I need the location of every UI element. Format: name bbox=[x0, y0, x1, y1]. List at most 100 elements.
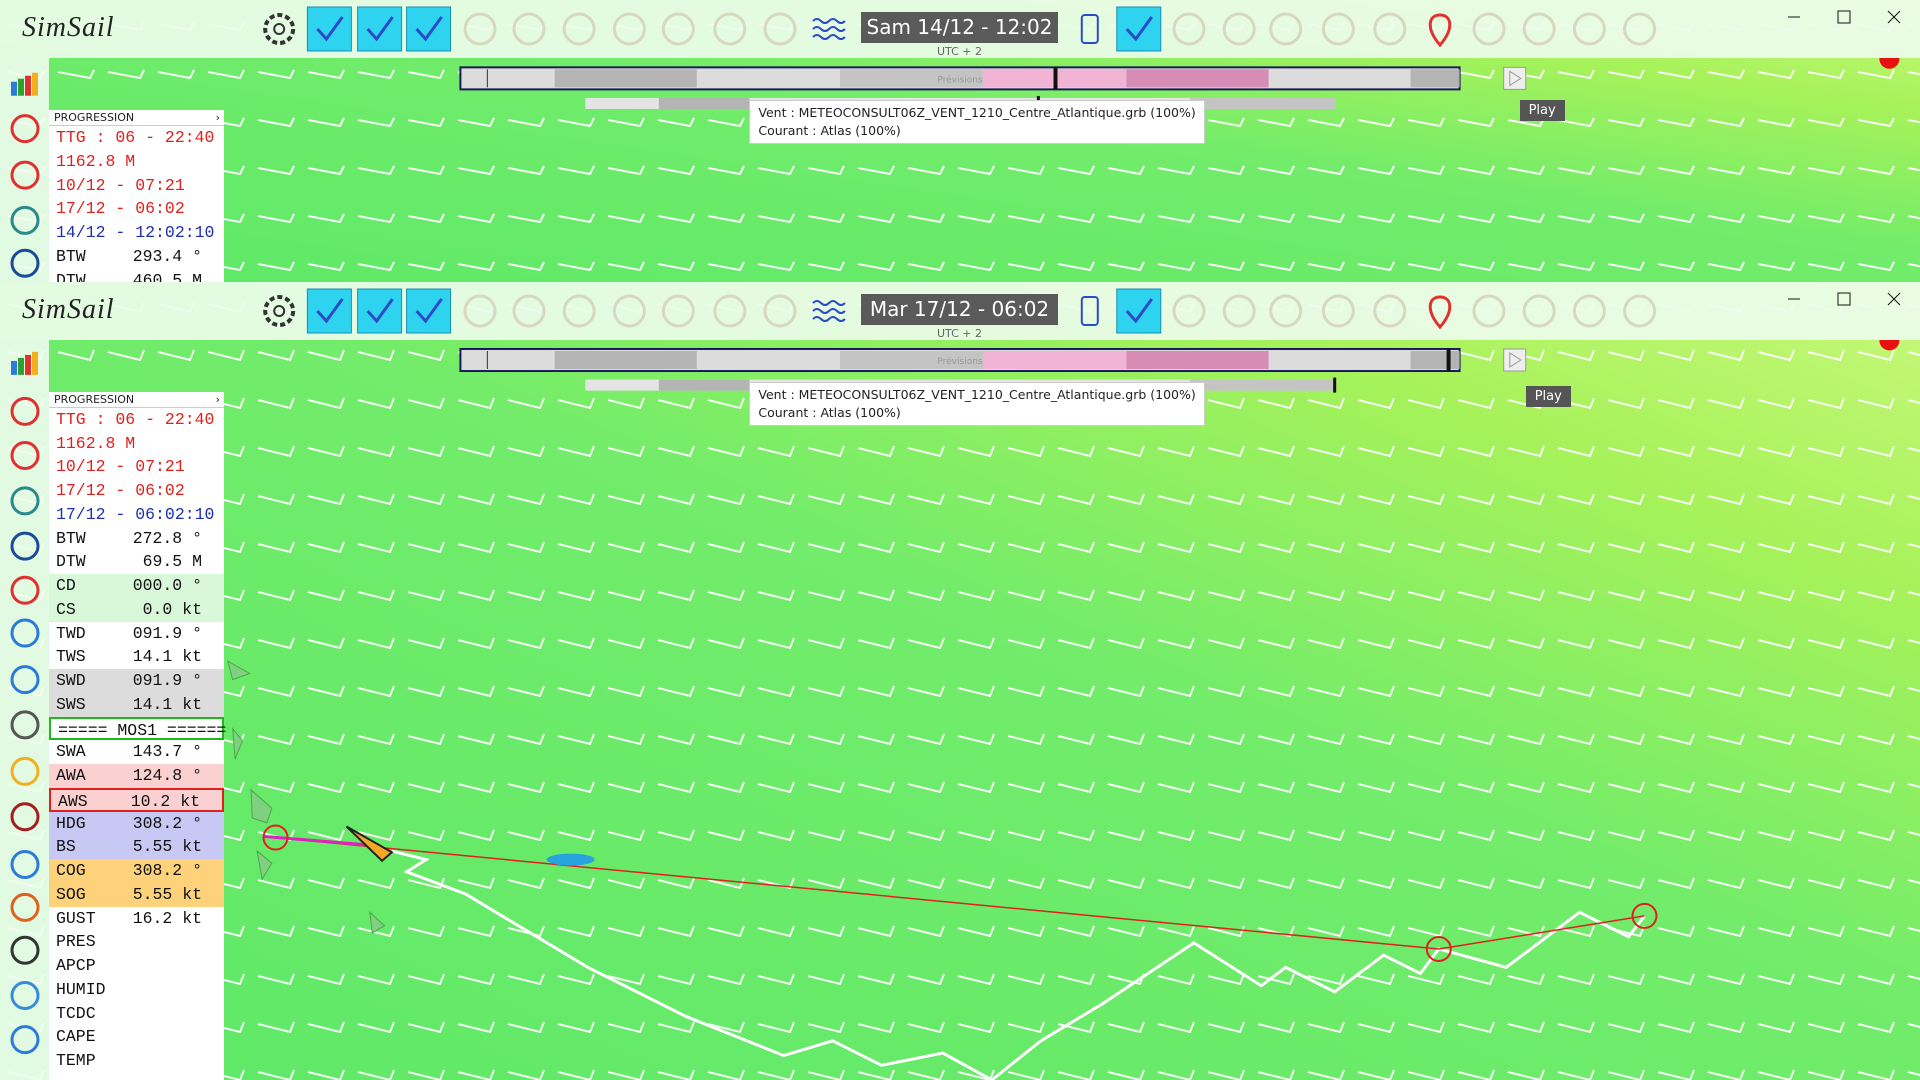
toolbar-button[interactable] bbox=[661, 12, 695, 46]
toolbar-button[interactable] bbox=[1222, 294, 1256, 328]
toolbar-button-active[interactable] bbox=[406, 6, 452, 52]
toolbar-button[interactable] bbox=[1623, 294, 1657, 328]
side-icon[interactable] bbox=[10, 205, 40, 235]
toolbar-button[interactable] bbox=[763, 12, 797, 46]
play-arrow[interactable] bbox=[1503, 66, 1527, 90]
toolbar-button[interactable] bbox=[463, 294, 497, 328]
toolbar-button-active[interactable] bbox=[306, 288, 352, 334]
row-label: TWD bbox=[56, 623, 86, 643]
side-icon[interactable] bbox=[10, 486, 40, 516]
maximize-button[interactable] bbox=[1829, 2, 1859, 32]
row-value: 69.5 M bbox=[142, 552, 202, 572]
toolbar-button[interactable] bbox=[1321, 294, 1355, 328]
toolbar-button-active[interactable] bbox=[1116, 288, 1162, 334]
toolbar-button[interactable] bbox=[1572, 294, 1606, 328]
toolbar-button-active[interactable] bbox=[357, 288, 403, 334]
timeline-cursor[interactable] bbox=[1053, 67, 1058, 90]
minimize-button[interactable] bbox=[1779, 2, 1809, 32]
side-icon[interactable] bbox=[10, 756, 40, 786]
tooltip-line: Courant : Atlas (100%) bbox=[758, 122, 901, 138]
play-button[interactable]: Play bbox=[1525, 385, 1571, 407]
row-label: 17/12 - 06:02:10 bbox=[56, 504, 215, 524]
toolbar-button[interactable] bbox=[562, 294, 596, 328]
toolbar-icon bbox=[415, 298, 443, 324]
toolbar-button[interactable] bbox=[1522, 294, 1556, 328]
close-button[interactable] bbox=[1879, 284, 1909, 314]
row-label: BTW bbox=[56, 246, 86, 266]
side-icon[interactable] bbox=[10, 665, 40, 695]
toolbar-button[interactable] bbox=[463, 12, 497, 46]
toolbar-button[interactable] bbox=[1321, 12, 1355, 46]
date-time: Mar 17/12 - 06:02 bbox=[861, 294, 1058, 325]
app-window: SimSail Sam 14/12 - 12:02 UTC + 2 Prévision… bbox=[0, 0, 1920, 282]
toolbar-button[interactable] bbox=[1623, 12, 1657, 46]
side-icon[interactable] bbox=[10, 531, 40, 561]
chart-icon[interactable] bbox=[32, 351, 38, 375]
side-icon[interactable] bbox=[10, 1025, 40, 1055]
toolbar-button-active[interactable] bbox=[306, 6, 352, 52]
play-button[interactable]: Play bbox=[1519, 100, 1565, 122]
chart-icon[interactable] bbox=[18, 78, 24, 96]
panel-row: 1162.8 M bbox=[49, 432, 224, 456]
side-icon[interactable] bbox=[10, 618, 40, 648]
toolbar-button[interactable] bbox=[1269, 294, 1303, 328]
toolbar-button[interactable] bbox=[562, 12, 596, 46]
toolbar-button[interactable] bbox=[612, 12, 646, 46]
toolbar-button[interactable] bbox=[612, 294, 646, 328]
list-button[interactable] bbox=[1080, 296, 1099, 326]
toolbar-button-active[interactable] bbox=[1116, 6, 1162, 52]
side-icon[interactable] bbox=[10, 160, 40, 190]
toolbar-button[interactable] bbox=[512, 294, 546, 328]
side-icon[interactable] bbox=[10, 248, 40, 278]
side-icon[interactable] bbox=[10, 935, 40, 965]
record-indicator[interactable] bbox=[1879, 58, 1900, 69]
minimize-button[interactable] bbox=[1779, 284, 1809, 314]
settings-button[interactable] bbox=[263, 295, 296, 327]
toolbar-button[interactable] bbox=[1172, 294, 1206, 328]
toolbar-button[interactable] bbox=[1572, 12, 1606, 46]
waypoint-button[interactable] bbox=[1428, 13, 1452, 48]
toolbar-button-active[interactable] bbox=[357, 6, 403, 52]
toolbar-button[interactable] bbox=[713, 12, 747, 46]
chart-icon[interactable] bbox=[32, 72, 38, 96]
record-indicator[interactable] bbox=[1879, 340, 1900, 351]
toolbar-button[interactable] bbox=[1269, 12, 1303, 46]
chart-icon[interactable] bbox=[25, 354, 31, 375]
chart-icon[interactable] bbox=[18, 357, 24, 375]
toolbar-button[interactable] bbox=[1172, 12, 1206, 46]
row-value: 293.4 ° bbox=[132, 246, 202, 266]
side-icon[interactable] bbox=[10, 396, 40, 426]
row-value: 14.1 kt bbox=[132, 647, 202, 667]
waypoint-button[interactable] bbox=[1428, 295, 1452, 330]
toolbar-button-active[interactable] bbox=[406, 288, 452, 334]
side-icon[interactable] bbox=[10, 892, 40, 922]
toolbar-button[interactable] bbox=[1373, 294, 1407, 328]
toolbar-button[interactable] bbox=[1222, 12, 1256, 46]
settings-button[interactable] bbox=[263, 13, 296, 45]
side-icon[interactable] bbox=[10, 802, 40, 832]
side-icon[interactable] bbox=[10, 575, 40, 605]
toolbar-button[interactable] bbox=[1472, 12, 1506, 46]
side-icon[interactable] bbox=[10, 710, 40, 740]
side-icon[interactable] bbox=[10, 441, 40, 471]
panel-row: SOG 5.55 kt bbox=[49, 882, 224, 907]
toolbar-button[interactable] bbox=[661, 294, 695, 328]
play-arrow[interactable] bbox=[1503, 348, 1527, 372]
chart-icon[interactable] bbox=[25, 75, 31, 96]
maximize-button[interactable] bbox=[1829, 284, 1859, 314]
toolbar-button[interactable] bbox=[713, 294, 747, 328]
timeline-cursor[interactable] bbox=[1446, 348, 1451, 372]
chart-icon[interactable] bbox=[11, 81, 17, 96]
side-icon[interactable] bbox=[10, 981, 40, 1011]
list-button[interactable] bbox=[1080, 14, 1099, 44]
side-icon[interactable] bbox=[10, 114, 40, 144]
side-icon[interactable] bbox=[10, 849, 40, 879]
toolbar-button[interactable] bbox=[1472, 294, 1506, 328]
close-button[interactable] bbox=[1879, 2, 1909, 32]
chart-icon[interactable] bbox=[11, 360, 17, 375]
toolbar-button[interactable] bbox=[763, 294, 797, 328]
toolbar-button[interactable] bbox=[1373, 12, 1407, 46]
toolbar-button[interactable] bbox=[512, 12, 546, 46]
toolbar-button[interactable] bbox=[1522, 12, 1556, 46]
timeline-label: Prévisions bbox=[937, 74, 983, 85]
